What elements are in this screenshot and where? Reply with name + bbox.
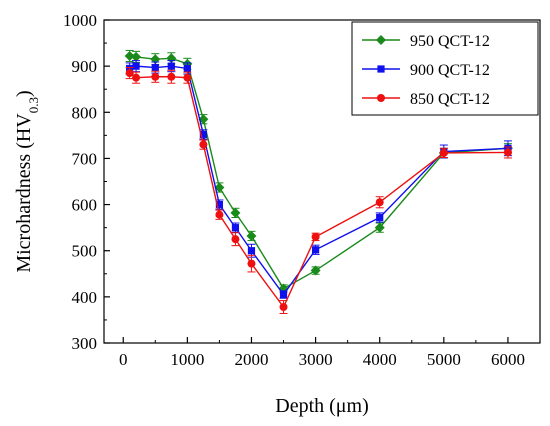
data-point [183, 73, 192, 82]
data-point [230, 207, 241, 218]
data-point [183, 64, 191, 73]
x-tick-label: 6000 [491, 350, 525, 369]
x-axis-title: Depth (μm) [275, 395, 368, 417]
data-point [132, 73, 141, 82]
data-point [132, 62, 140, 70]
y-tick-label: 500 [72, 242, 98, 261]
y-axis-title: Microhardness (HV0.3) [13, 90, 41, 272]
data-point [167, 72, 176, 81]
data-point [503, 148, 512, 157]
legend-marker [376, 35, 386, 45]
data-point [215, 210, 224, 219]
data-point [246, 230, 257, 241]
data-point [151, 63, 159, 72]
data-point [131, 51, 142, 62]
data-point [214, 182, 225, 193]
legend-item: 850 QCT-12 [362, 91, 490, 108]
y-tick-label: 700 [72, 149, 98, 168]
data-point [311, 246, 320, 254]
legend-label: 950 QCT-12 [410, 33, 490, 50]
legend-marker [377, 65, 385, 73]
x-tick-label: 3000 [299, 350, 333, 369]
y-axis-title-close: ) [13, 90, 35, 97]
data-point [311, 232, 320, 241]
x-tick-label: 5000 [427, 350, 461, 369]
data-point [215, 200, 224, 209]
series-3 [125, 67, 512, 314]
data-point [124, 50, 135, 61]
ticks-layer: 0 1000 2000 3000 4000 5000 6000 300 400 500 600 700… [63, 11, 525, 369]
legend-item: 900 QCT-12 [362, 62, 490, 79]
legend: 950 QCT-12 900 QCT-12 850 QCT-12 [351, 21, 539, 116]
data-point [310, 265, 321, 276]
x-tick-label: 4000 [363, 350, 397, 369]
data-point [151, 72, 160, 81]
legend-marker [377, 94, 385, 102]
data-point [199, 140, 208, 149]
data-point [374, 222, 385, 233]
legend-label: 850 QCT-12 [410, 91, 490, 108]
data-point [439, 148, 448, 157]
y-tick-label: 300 [72, 334, 98, 353]
data-point [279, 303, 288, 312]
data-point [231, 235, 240, 244]
y-tick-label: 1000 [63, 11, 97, 30]
data-point [199, 130, 207, 139]
data-point [231, 224, 240, 232]
x-tick-label: 1000 [170, 350, 204, 369]
data-point [375, 198, 384, 207]
data-point [247, 259, 256, 268]
y-axis-title-main: Microhardness (HV [13, 113, 35, 273]
y-tick-label: 600 [72, 196, 98, 215]
data-point [167, 62, 175, 70]
data-point [279, 290, 288, 299]
y-tick-label: 800 [72, 103, 98, 122]
data-point [125, 69, 134, 78]
y-axis-title-subscript: 0.3 [26, 97, 41, 113]
legend-label: 900 QCT-12 [410, 62, 490, 79]
legend-item: 950 QCT-12 [362, 33, 490, 50]
series-layer [124, 49, 513, 314]
x-tick-label: 2000 [234, 350, 268, 369]
x-tick-label: 0 [119, 350, 128, 369]
y-tick-label: 400 [72, 288, 98, 307]
y-tick-label: 900 [72, 57, 98, 76]
data-point [247, 247, 256, 255]
data-point [376, 213, 384, 222]
